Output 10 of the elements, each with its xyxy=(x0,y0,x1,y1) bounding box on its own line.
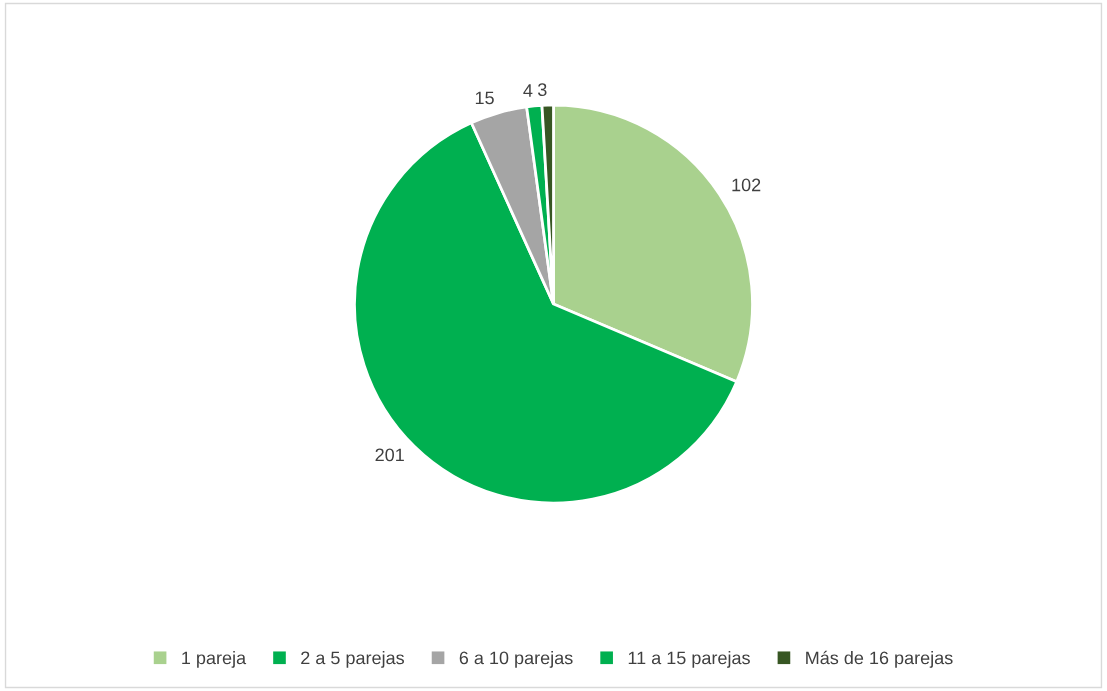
data-label: 102 xyxy=(732,178,761,192)
data-label: 4 xyxy=(523,84,533,97)
legend-label: 2 a 5 parejas xyxy=(301,651,404,668)
legend-label: 11 a 15 parejas xyxy=(628,651,750,668)
legend-label: 1 pareja xyxy=(182,651,247,668)
legend-label: 6 a 10 parejas xyxy=(459,651,573,668)
data-label: 3 xyxy=(537,83,547,97)
data-label: 15 xyxy=(475,91,494,105)
legend-label: Más de 16 parejas xyxy=(806,650,953,668)
data-label: 201 xyxy=(375,448,404,462)
